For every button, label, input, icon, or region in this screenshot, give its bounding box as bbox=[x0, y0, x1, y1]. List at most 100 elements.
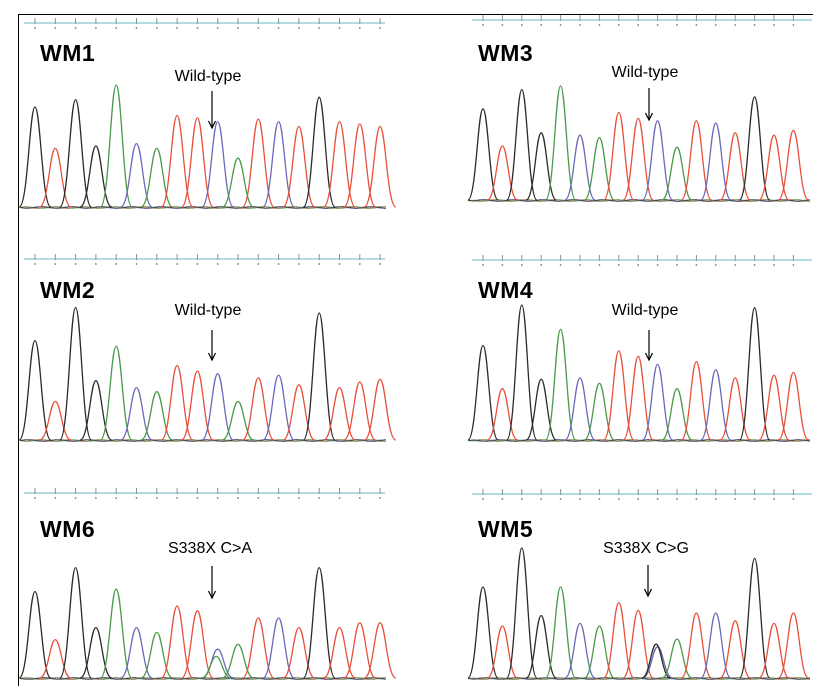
ruler-tick-mark bbox=[792, 24, 795, 26]
ruler-tick-mark bbox=[579, 24, 581, 26]
peak-t bbox=[603, 111, 635, 201]
peak-g bbox=[738, 96, 771, 201]
ruler-tick-mark bbox=[695, 498, 698, 500]
ruler-tick-mark bbox=[34, 263, 36, 265]
peak-t bbox=[622, 355, 654, 441]
ruler-tick-mark bbox=[714, 498, 717, 500]
ruler-tick-mark bbox=[176, 27, 179, 29]
baseline-noise bbox=[467, 199, 811, 202]
peak-c bbox=[120, 386, 153, 441]
peak-g bbox=[302, 96, 336, 208]
peak-g bbox=[302, 566, 336, 679]
peak-t bbox=[39, 638, 72, 679]
peak-g bbox=[506, 304, 538, 441]
call-label-wm5: S338X C>G bbox=[603, 540, 689, 557]
peak-t bbox=[363, 378, 397, 441]
ruler-tick-mark bbox=[540, 264, 543, 266]
ruler-tick-mark bbox=[237, 497, 239, 499]
peak-g bbox=[59, 306, 93, 441]
ruler-tick-mark bbox=[338, 497, 341, 499]
ruler-tick-mark bbox=[176, 263, 179, 265]
peak-g bbox=[467, 344, 499, 441]
ruler-tick-mark bbox=[753, 24, 756, 26]
ruler-tick-mark bbox=[676, 498, 678, 500]
peak-t bbox=[241, 377, 275, 441]
ruler-tick-mark bbox=[637, 264, 640, 266]
peak-t bbox=[680, 120, 713, 201]
ruler-tick-mark bbox=[617, 24, 620, 26]
ruler-tick-mark bbox=[637, 498, 640, 500]
call-label-wm1: Wild-type bbox=[174, 68, 242, 85]
peak-g bbox=[467, 108, 499, 201]
ruler-tick-mark bbox=[773, 24, 775, 26]
peak-a bbox=[140, 391, 173, 441]
arrow-head bbox=[644, 112, 654, 122]
ruler-tick-mark bbox=[115, 497, 118, 499]
ruler-tick-mark bbox=[559, 264, 562, 266]
panel-label-wm6: WM6 bbox=[40, 516, 96, 542]
ruler-tick-mark bbox=[54, 27, 57, 29]
ruler-tick-mark bbox=[598, 264, 601, 266]
secondary-peak-g bbox=[641, 643, 671, 679]
peak-a bbox=[661, 146, 693, 201]
ruler-tick-mark bbox=[237, 263, 239, 265]
ruler-tick-mark bbox=[318, 27, 321, 29]
peak-t bbox=[603, 601, 635, 679]
panel-wm3 bbox=[467, 15, 812, 202]
baseline-noise bbox=[467, 439, 811, 442]
peak-g bbox=[59, 566, 93, 679]
ruler-tick-mark bbox=[277, 263, 280, 265]
peak-c bbox=[201, 120, 235, 208]
peak-g bbox=[467, 586, 499, 679]
panel-label-wm4: WM4 bbox=[478, 277, 534, 303]
ruler-tick-mark bbox=[753, 264, 756, 266]
ruler-tick-mark bbox=[115, 263, 118, 265]
peak-a bbox=[583, 136, 616, 201]
panel-label-wm5: WM5 bbox=[478, 516, 534, 542]
peak-a bbox=[544, 328, 577, 441]
ruler-tick-mark bbox=[676, 24, 678, 26]
ruler-tick-mark bbox=[257, 27, 260, 29]
ruler-tick-mark bbox=[358, 27, 361, 29]
ruler-tick-mark bbox=[520, 264, 523, 266]
ruler-tick-mark bbox=[216, 263, 219, 265]
ruler-tick-mark bbox=[237, 27, 239, 29]
peak-t bbox=[323, 120, 356, 208]
peak-t bbox=[680, 361, 713, 441]
peak-g bbox=[79, 145, 113, 208]
peak-c bbox=[262, 617, 296, 679]
panel-wm1 bbox=[18, 18, 397, 209]
arrow-head bbox=[207, 590, 217, 600]
ruler-tick-mark bbox=[501, 264, 504, 266]
panel-wm6 bbox=[18, 488, 397, 680]
peak-c bbox=[641, 363, 674, 441]
peak-t bbox=[160, 605, 194, 679]
ruler-tick-mark bbox=[482, 24, 484, 26]
ruler-tick-mark bbox=[656, 24, 659, 26]
ruler-tick-mark bbox=[559, 24, 562, 26]
baseline-noise bbox=[467, 199, 811, 202]
ruler-tick-mark bbox=[298, 497, 300, 499]
peak-g bbox=[18, 339, 52, 441]
call-label-wm6: S338X C>A bbox=[167, 540, 253, 557]
ruler-tick-mark bbox=[338, 263, 341, 265]
ruler-tick-mark bbox=[617, 264, 620, 266]
peak-t bbox=[622, 609, 654, 679]
peak-c bbox=[262, 374, 296, 441]
ruler-tick-mark bbox=[74, 27, 77, 29]
peak-g bbox=[302, 312, 336, 441]
peak-t bbox=[777, 612, 810, 679]
ruler-tick-mark bbox=[318, 497, 321, 499]
ruler-tick-mark bbox=[95, 263, 97, 265]
arrow-head bbox=[207, 120, 217, 130]
peak-t bbox=[180, 117, 214, 208]
peak-c bbox=[700, 369, 732, 441]
ruler-tick-mark bbox=[155, 27, 158, 29]
peak-a bbox=[583, 625, 615, 679]
ruler-tick-mark bbox=[579, 498, 581, 500]
peak-t bbox=[282, 626, 316, 679]
arrow-head bbox=[643, 588, 653, 598]
peak-a bbox=[140, 631, 173, 679]
ruler-tick-mark bbox=[637, 24, 640, 26]
